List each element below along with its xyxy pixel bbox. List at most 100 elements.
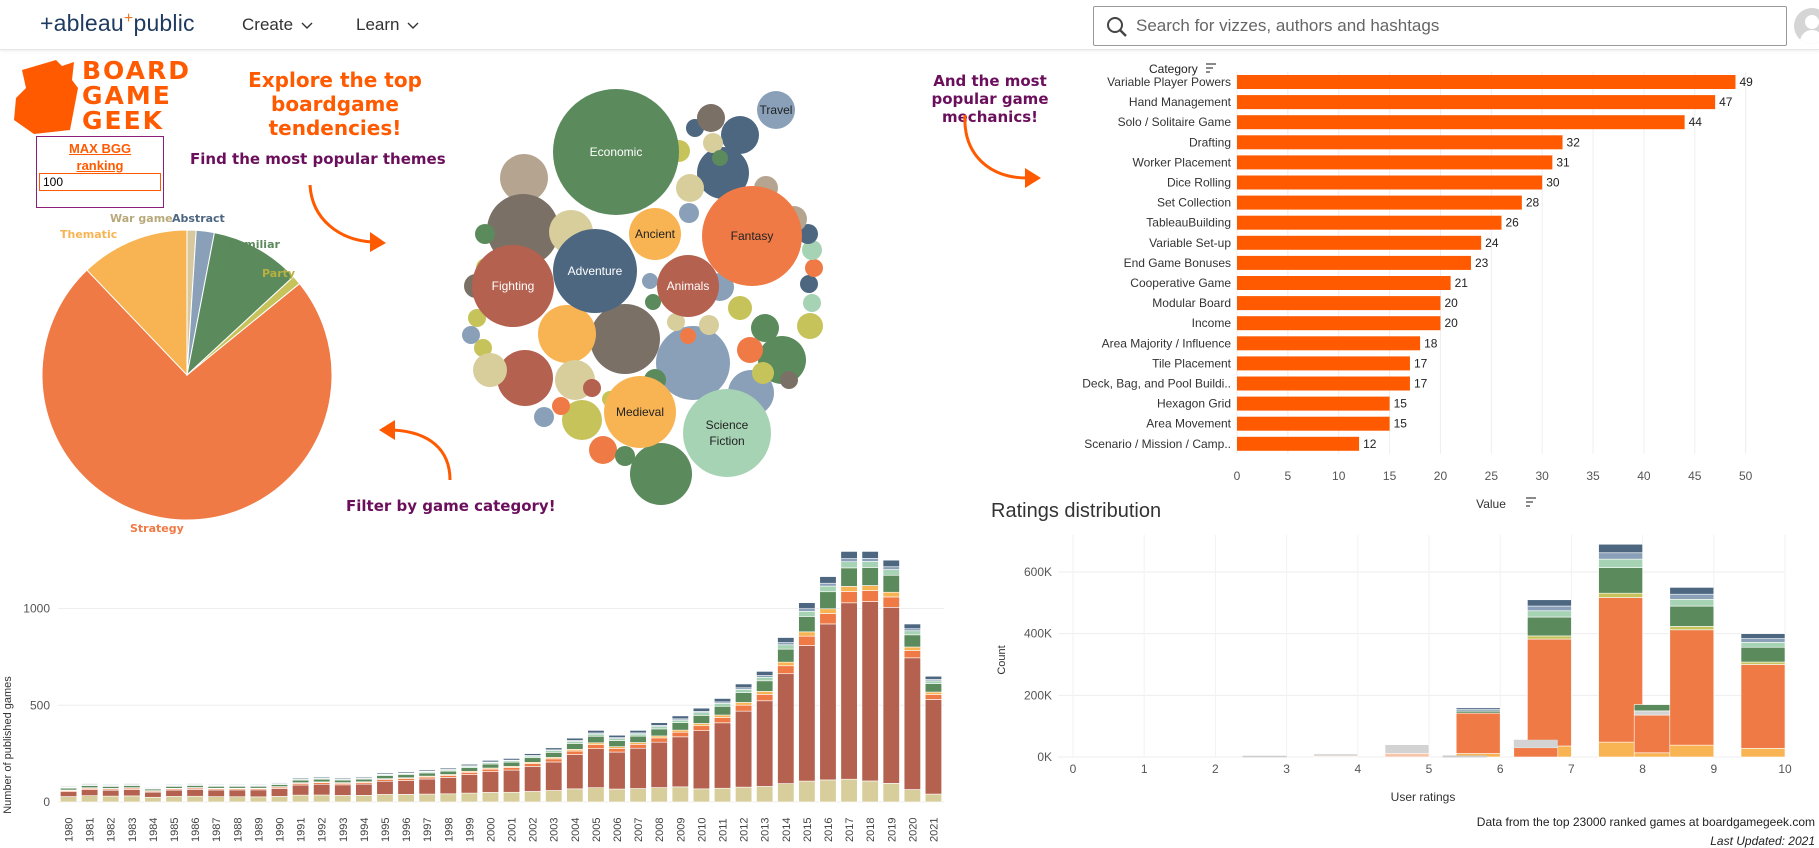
- y-tick-label: 1000: [23, 602, 50, 616]
- year-bar-segment: [756, 700, 774, 787]
- category-bubble: [500, 154, 548, 202]
- category-bubble: [697, 147, 749, 199]
- year-bar-segment: [756, 676, 774, 682]
- rating-bar-segment: [1598, 552, 1643, 560]
- logo-text-left: +ableau: [40, 10, 124, 36]
- year-bar-segment: [798, 608, 816, 612]
- category-bubble: [680, 328, 696, 344]
- category-label: Variable Player Powers: [1107, 75, 1231, 89]
- rating-bar-segment: [1669, 605, 1715, 627]
- category-bubble: [615, 446, 635, 466]
- category-bubble: [583, 379, 601, 397]
- rating-bar-segment: [1669, 629, 1715, 746]
- x-tick-label: 2019: [886, 818, 898, 842]
- x-tick-label: 15: [1383, 469, 1397, 483]
- category-bubble: [553, 89, 679, 215]
- year-bar-segment: [798, 631, 816, 637]
- mechanic-bar: [1237, 436, 1360, 451]
- pie-slice-label: Thematic: [60, 228, 117, 241]
- year-bar-segment: [102, 795, 120, 803]
- rating-bar-segment: [1740, 642, 1786, 648]
- category-bubble: [475, 224, 495, 244]
- rating-bar-segment: [1740, 664, 1786, 749]
- nav-create[interactable]: Create: [242, 15, 313, 35]
- mechanic-bar: [1237, 416, 1390, 431]
- pie-slice-label: Strategy: [130, 522, 184, 535]
- y-tick-label: 600K: [1024, 565, 1052, 579]
- rating-bar-segment: [1740, 646, 1786, 663]
- rating-bar-segment: [1527, 599, 1572, 607]
- year-bar-segment: [102, 789, 120, 797]
- bar-value-label: 12: [1363, 437, 1377, 451]
- data-source-note: Data from the top 23000 ranked games at …: [1476, 815, 1815, 829]
- category-bubble: [702, 186, 802, 286]
- year-bar-segment: [439, 793, 457, 803]
- bgg-logo-line2: GAME: [82, 81, 172, 110]
- ratings-distribution-chart[interactable]: 0K 200K 400K 600K 0 1 2 3 4 5 6 7 8 9 10 Count User rati…: [985, 525, 1819, 815]
- x-tick-label: 1993: [338, 818, 350, 842]
- category-bubble: [645, 294, 661, 310]
- x-tick-label: 6: [1497, 762, 1504, 776]
- category-bubble-chart[interactable]: Economic Travel Fantasy Ancient Animals Adven…: [440, 58, 840, 508]
- year-bar-segment: [228, 789, 246, 798]
- mechanic-bar: [1237, 255, 1471, 270]
- year-bar-segment: [545, 758, 563, 763]
- x-tick-label: 1980: [64, 818, 76, 842]
- arrow-right-icon: [308, 184, 386, 252]
- pie-slice: [41, 269, 333, 521]
- year-bar-segment: [650, 787, 668, 803]
- rating-bar-segment: [1740, 638, 1786, 643]
- x-tick-label: 1996: [401, 818, 413, 842]
- year-bar-segment: [144, 791, 162, 798]
- x-tick-label: 2008: [654, 818, 666, 842]
- category-bubble: [604, 376, 676, 448]
- x-axis-label: User ratings: [1391, 790, 1456, 804]
- rating-bar-segment: [1669, 744, 1715, 758]
- search-box[interactable]: [1093, 6, 1787, 46]
- year-bar-segment: [165, 789, 183, 797]
- search-input[interactable]: [1136, 15, 1756, 37]
- rating-bar-segment: [1527, 605, 1572, 612]
- year-bar-segment: [861, 585, 879, 591]
- category-bubble: [562, 400, 602, 440]
- year-bar-segment: [882, 559, 900, 568]
- x-tick-label: 9: [1710, 762, 1717, 776]
- year-bar-segment: [882, 783, 900, 803]
- themes-pie-chart[interactable]: Strategy Thematic War game Abstract Familiar…: [30, 210, 350, 535]
- year-bar-segment: [186, 789, 204, 797]
- x-tick-label: 2014: [781, 818, 793, 842]
- year-bar-segment: [777, 783, 795, 803]
- year-bar-segment: [566, 788, 584, 803]
- year-bar-segment: [924, 694, 942, 700]
- year-bar-segment: [481, 792, 499, 803]
- category-label: Scenario / Mission / Camp..: [1084, 437, 1231, 451]
- category-bubble: [474, 339, 492, 357]
- year-bar-segment: [566, 743, 584, 750]
- pie-slice-label: Familiar: [230, 238, 280, 251]
- nav-learn[interactable]: Learn: [356, 15, 419, 35]
- ratings-heading: Ratings distribution: [991, 500, 1162, 522]
- yearly-games-chart[interactable]: 0 500 1000 Number of published games 1980 198…: [0, 525, 960, 848]
- year-bar-segment: [249, 784, 267, 786]
- category-bubble: [657, 255, 719, 317]
- themes-heading: Find the most popular themes: [190, 150, 446, 168]
- year-bar-segment: [924, 680, 942, 684]
- year-bar-segment: [102, 784, 120, 786]
- mechanics-bar-chart[interactable]: Category 0 5 10 15 20 25 30 35 40 45 50 Variable Pla…: [1060, 58, 1819, 513]
- year-bar-segment: [735, 692, 753, 703]
- max-ranking-input[interactable]: 100: [39, 173, 161, 191]
- year-bar-segment: [587, 748, 605, 788]
- tableau-public-logo[interactable]: +ableau+public: [40, 10, 195, 37]
- filter-heading: Filter by game category!: [346, 497, 556, 515]
- category-label: Set Collection: [1157, 196, 1231, 210]
- year-bar-segment: [376, 794, 394, 803]
- rating-bar-segment: [1527, 638, 1572, 747]
- boardgamegeek-logo-icon: [14, 60, 78, 134]
- year-bar-segment: [313, 776, 331, 779]
- year-bar-segment: [228, 784, 246, 786]
- year-bar-segment: [924, 793, 942, 803]
- year-bar-segment: [566, 750, 584, 755]
- avatar[interactable]: [1794, 8, 1819, 44]
- year-bar-segment: [671, 731, 689, 738]
- year-bar-segment: [270, 788, 289, 797]
